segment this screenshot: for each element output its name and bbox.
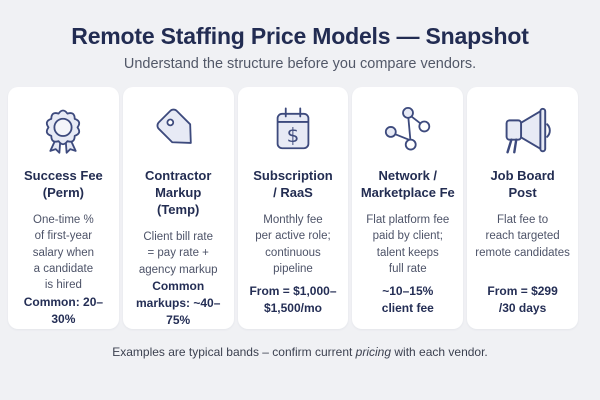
price-model-cards-row: Success Fee (Perm) One-time % of first-y… — [8, 87, 578, 330]
card-stat: Common: 20–30% — [23, 294, 104, 326]
card-job-board-post: Job Board Post Flat fee to reach targete… — [467, 87, 578, 330]
page-title: Remote Staffing Price Models — Snapshot — [71, 23, 529, 49]
footer-text-prefix: Examples are typical bands – confirm cur… — [112, 345, 356, 360]
card-stat: ~10–15% client fee — [381, 283, 434, 315]
card-title: Job Board Post — [490, 168, 555, 201]
card-description: Monthly fee per active role; continuous … — [255, 214, 331, 276]
calendar-dollar-icon: $ — [264, 100, 322, 162]
card-description: Flat platform fee paid by client; talent… — [366, 214, 450, 276]
card-title: Subscription / RaaS — [253, 168, 333, 201]
card-stat: Common markups: ~40–75% — [136, 278, 221, 327]
card-success-fee: Success Fee (Perm) One-time % of first-y… — [8, 87, 119, 330]
card-contractor-markup: Contractor Markup (Temp) Client bill rat… — [122, 87, 234, 330]
svg-text:$: $ — [287, 124, 300, 147]
card-stat: From = $299 /30 days — [487, 283, 558, 315]
card-network-marketplace: Network / Marketplace Fe Flat platform f… — [352, 87, 464, 330]
card-subscription-raas: $ Subscription / RaaS Monthly fee per ac… — [237, 87, 349, 330]
card-description: Client bill rate = pay rate + agency mar… — [138, 230, 218, 276]
card-description: Flat fee to reach targeted remote candid… — [475, 214, 570, 259]
card-title: Contractor Markup (Temp) — [144, 168, 212, 218]
page-subtitle: Understand the structure before you comp… — [123, 56, 477, 73]
network-nodes-icon — [379, 100, 437, 162]
megaphone-icon — [492, 100, 554, 162]
price-tag-icon — [149, 100, 207, 162]
footer-text-suffix: with each vendor. — [391, 345, 488, 360]
card-description: One-time % of first-year salary when a c… — [32, 214, 95, 292]
card-stat: From = $1,000– $1,500/mo — [249, 283, 337, 315]
card-title: Network / Marketplace Fe — [360, 168, 455, 201]
award-ribbon-icon — [34, 100, 92, 162]
header: Remote Staffing Price Models — Snapshot … — [0, 0, 600, 72]
footer-note: Examples are typical bands – confirm cur… — [0, 345, 600, 359]
card-title: Success Fee (Perm) — [24, 168, 103, 201]
footer-text-italic: pricing — [355, 345, 392, 360]
